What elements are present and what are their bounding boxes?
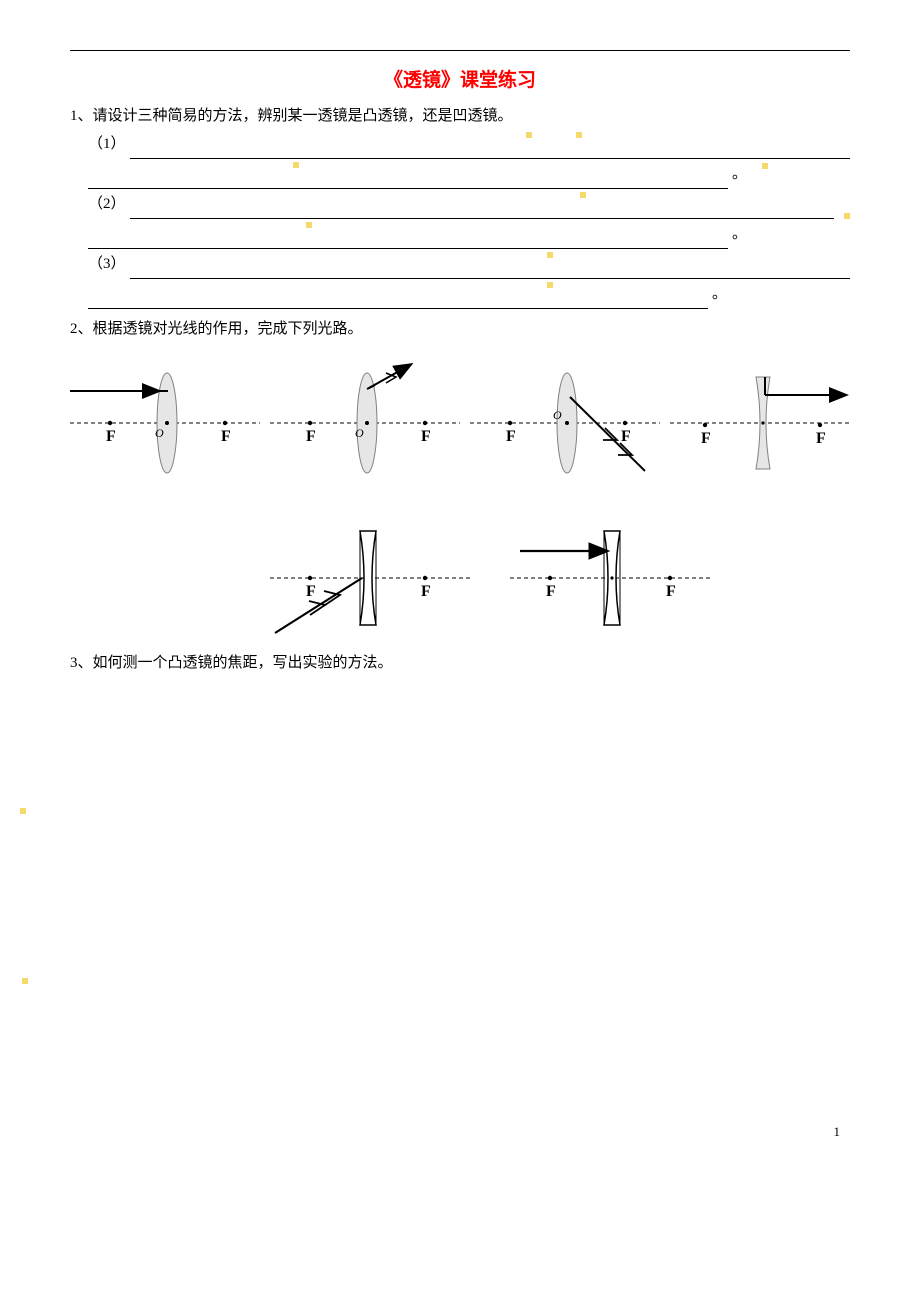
q3-number: 3、 <box>70 655 93 671</box>
svg-text:F: F <box>666 583 676 600</box>
question-1: 1、请设计三种简易的方法，辨别某一透镜是凸透镜，还是凹透镜。 （1） 。 （ <box>70 102 850 309</box>
lens-diagrams: F F O F F O <box>70 353 850 643</box>
period: 。 <box>712 280 727 309</box>
q3-prompt: 如何测一个凸透镜的焦距，写出实验的方法。 <box>93 655 393 671</box>
blank-line <box>130 260 850 279</box>
q1-item-2-prefix: （2） <box>88 190 126 219</box>
svg-text:F: F <box>506 428 516 445</box>
period: 。 <box>732 220 747 249</box>
page-title: 《透镜》课堂练习 <box>70 65 850 92</box>
svg-text:F: F <box>816 430 826 447</box>
svg-text:O: O <box>553 408 562 422</box>
svg-text:F: F <box>306 428 316 445</box>
svg-text:F: F <box>701 430 711 447</box>
blank-line <box>130 200 834 219</box>
q2-prompt: 2、根据透镜对光线的作用，完成下列光路。 <box>70 315 850 344</box>
svg-text:O: O <box>355 426 364 440</box>
svg-text:F: F <box>306 583 316 600</box>
top-divider <box>70 50 850 51</box>
question-2: 2、根据透镜对光线的作用，完成下列光路。 <box>70 315 850 344</box>
q1-item-1-prefix: （1） <box>88 130 126 159</box>
question-3: 3、如何测一个凸透镜的焦距，写出实验的方法。 <box>70 649 850 678</box>
svg-text:F: F <box>106 428 116 445</box>
blank-line <box>130 140 850 159</box>
q1-prompt: 1、请设计三种简易的方法，辨别某一透镜是凸透镜，还是凹透镜。 <box>70 102 850 131</box>
period: 。 <box>732 160 747 189</box>
blank-line <box>88 290 708 309</box>
svg-text:F: F <box>546 583 556 600</box>
svg-text:F: F <box>621 428 631 445</box>
spacer <box>747 171 777 189</box>
svg-text:F: F <box>421 583 431 600</box>
blank-line <box>88 230 728 249</box>
blank-line <box>88 170 728 189</box>
page-number: 1 <box>834 1124 841 1140</box>
svg-text:F: F <box>221 428 231 445</box>
svg-text:F: F <box>421 428 431 445</box>
svg-text:O: O <box>155 426 164 440</box>
q1-item-3-prefix: （3） <box>88 250 126 279</box>
